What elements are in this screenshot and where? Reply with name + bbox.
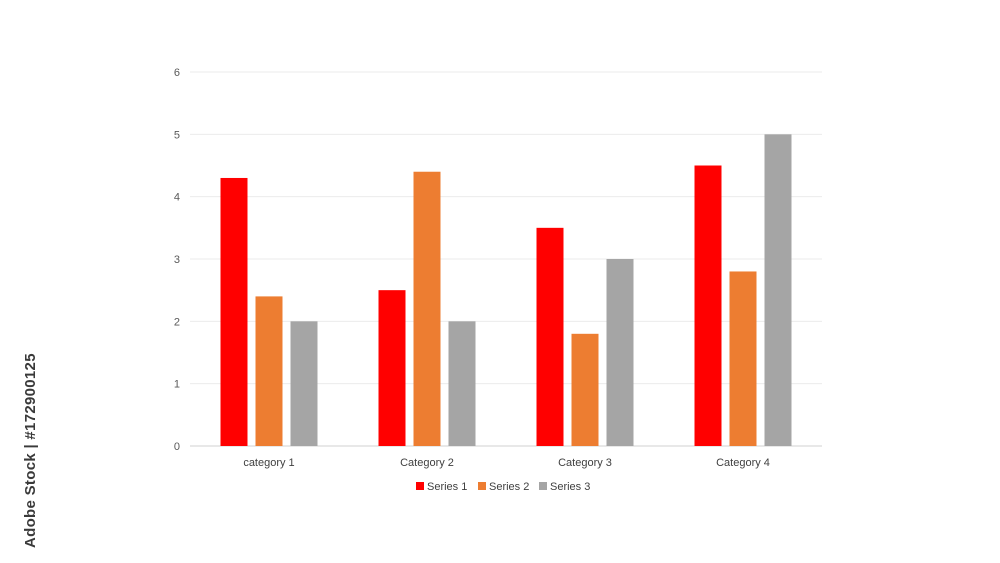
legend-label-2: Series 2 [489,481,529,493]
y-tick-label: 2 [174,316,180,328]
bar-1-cat-1 [220,177,248,446]
bar-1-cat-4 [694,165,722,446]
y-tick-label: 0 [174,441,180,453]
gridlines [190,71,822,447]
x-category-label: category 1 [243,457,294,469]
bar-3-cat-1 [290,321,318,446]
bar-2-cat-3 [571,333,599,446]
y-tick-label: 3 [174,254,180,266]
bars [220,134,792,447]
bar-1-cat-2 [378,290,406,446]
legend-label-1: Series 1 [427,481,467,493]
y-tick-label: 5 [174,129,180,141]
legend-swatch-2 [478,482,486,490]
bar-3-cat-3 [606,259,634,446]
y-tick-label: 6 [174,67,180,79]
x-category-label: Category 4 [716,457,770,469]
legend: Series 1 Series 2 Series 3 [416,481,590,493]
bar-2-cat-2 [413,171,441,446]
x-category-label: Category 2 [400,457,454,469]
bar-1-cat-3 [536,227,564,446]
legend-label-3: Series 3 [550,481,590,493]
watermark-stock-id: Adobe Stock | #172900125 [22,353,39,548]
legend-swatch-3 [539,482,547,490]
y-axis-ticks: 0 1 2 3 4 5 6 [174,67,180,453]
y-tick-label: 4 [174,192,180,204]
bar-2-cat-4 [729,271,757,446]
y-tick-label: 1 [174,379,180,391]
bar-3-cat-2 [448,321,476,446]
bar-2-cat-1 [255,296,283,446]
x-axis-categories: category 1 Category 2 Category 3 Category 4 [243,457,770,469]
bar-3-cat-4 [764,134,792,447]
legend-swatch-1 [416,482,424,490]
x-category-label: Category 3 [558,457,612,469]
